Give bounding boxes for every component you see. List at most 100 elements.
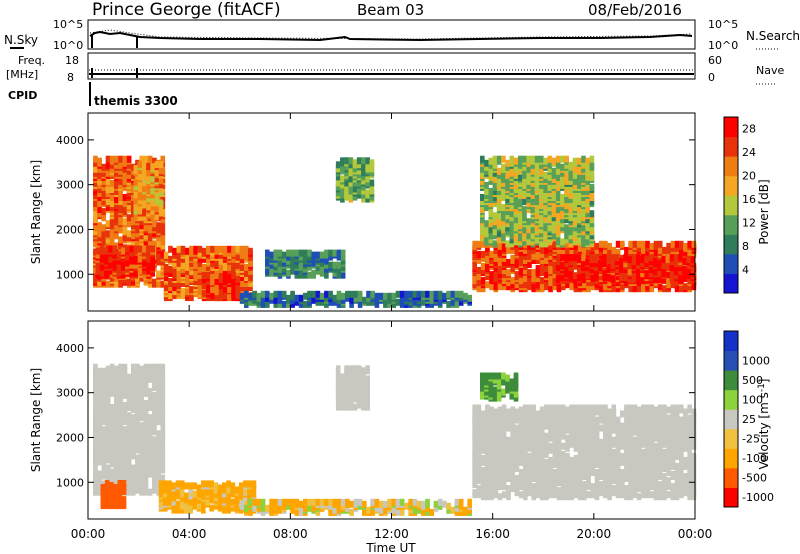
heatmap-cell bbox=[555, 212, 561, 220]
heatmap-cell bbox=[365, 175, 370, 183]
heatmap-cell bbox=[518, 479, 524, 487]
heatmap-cell bbox=[551, 218, 557, 226]
heatmap-cell bbox=[548, 279, 553, 287]
heatmap-cell bbox=[539, 161, 544, 169]
heatmap-cell bbox=[472, 404, 477, 412]
heatmap-cell bbox=[137, 161, 143, 169]
heatmap-cell bbox=[585, 196, 590, 203]
heatmap-cell bbox=[476, 410, 482, 418]
heatmap-cell bbox=[488, 177, 494, 185]
heatmap-cell bbox=[670, 281, 676, 289]
heatmap-cell bbox=[501, 169, 506, 177]
heatmap-cell bbox=[501, 452, 507, 460]
heatmap-cell bbox=[535, 265, 541, 272]
heatmap-cell bbox=[572, 181, 578, 189]
heatmap-cell bbox=[160, 248, 166, 256]
velocity-heatmap-cells bbox=[93, 363, 697, 516]
heatmap-cell bbox=[142, 165, 147, 173]
heatmap-cell bbox=[365, 163, 370, 171]
heatmap-cell bbox=[496, 155, 502, 163]
heatmap-cell bbox=[513, 224, 519, 232]
heatmap-cell bbox=[336, 271, 342, 279]
heatmap-cell bbox=[286, 300, 291, 308]
heatmap-cell bbox=[143, 462, 149, 470]
heatmap-cell bbox=[131, 426, 136, 434]
heatmap-cell bbox=[340, 157, 345, 165]
heatmap-cell bbox=[307, 298, 312, 306]
heatmap-cell bbox=[152, 363, 157, 371]
heatmap-cell bbox=[636, 276, 641, 284]
heatmap-cell bbox=[152, 428, 157, 436]
heatmap-cell bbox=[522, 179, 527, 187]
heatmap-cell bbox=[214, 282, 220, 289]
heatmap-cell bbox=[239, 292, 245, 300]
heatmap-cell bbox=[135, 226, 140, 234]
heatmap-cell bbox=[560, 198, 565, 206]
heatmap-cell bbox=[101, 163, 107, 171]
heatmap-cell bbox=[193, 267, 198, 275]
heatmap-cell bbox=[586, 248, 591, 256]
heatmap-cell bbox=[122, 206, 128, 214]
heatmap-cell bbox=[370, 290, 375, 298]
heatmap-cell bbox=[104, 488, 110, 495]
y-tick-label: 4000 bbox=[56, 134, 84, 147]
heatmap-cell bbox=[147, 280, 153, 288]
heatmap-cell bbox=[114, 442, 119, 450]
heatmap-cell bbox=[568, 161, 574, 169]
heatmap-cell bbox=[105, 464, 111, 472]
heatmap-cell bbox=[231, 286, 236, 294]
heatmap-cell bbox=[131, 181, 136, 189]
heatmap-cell bbox=[510, 444, 515, 452]
heatmap-cell bbox=[442, 292, 447, 300]
heatmap-cell bbox=[627, 256, 633, 264]
heatmap-cell bbox=[109, 236, 115, 244]
heatmap-cell bbox=[489, 473, 494, 480]
heatmap-cell bbox=[501, 244, 507, 252]
heatmap-cell bbox=[361, 169, 366, 177]
heatmap-cell bbox=[619, 264, 624, 272]
heatmap-cell bbox=[97, 234, 102, 242]
heatmap-cell bbox=[201, 500, 206, 508]
heatmap-cell bbox=[361, 173, 366, 181]
heatmap-cell bbox=[101, 208, 107, 216]
heatmap-cell bbox=[273, 300, 279, 308]
heatmap-cell bbox=[539, 188, 544, 195]
heatmap-cell bbox=[485, 265, 490, 272]
heatmap-cell bbox=[104, 269, 109, 277]
heatmap-cell bbox=[196, 484, 202, 492]
heatmap-cell bbox=[290, 296, 295, 304]
heatmap-cell bbox=[154, 213, 160, 221]
heatmap-cell bbox=[589, 167, 595, 175]
heatmap-cell bbox=[340, 271, 346, 279]
station-title: Prince George (fitACF) bbox=[92, 0, 281, 20]
heatmap-cell bbox=[509, 214, 515, 222]
heatmap-cell bbox=[93, 163, 98, 171]
heatmap-cell bbox=[269, 292, 274, 300]
heatmap-cell bbox=[244, 298, 249, 306]
heatmap-cell bbox=[135, 458, 140, 466]
heatmap-cell bbox=[357, 300, 363, 308]
heatmap-cell bbox=[335, 161, 341, 169]
heatmap-cell bbox=[201, 480, 206, 488]
heatmap-cell bbox=[513, 169, 519, 177]
heatmap-cell bbox=[126, 161, 132, 169]
heatmap-cell bbox=[147, 450, 153, 458]
heatmap-cell bbox=[514, 408, 520, 416]
heatmap-cell bbox=[222, 490, 227, 498]
heatmap-cell bbox=[135, 428, 140, 436]
heatmap-cell bbox=[206, 272, 211, 279]
heatmap-cell bbox=[218, 294, 224, 302]
heatmap-cell bbox=[509, 159, 515, 167]
heatmap-cell bbox=[156, 430, 161, 438]
heatmap-cell bbox=[93, 363, 98, 371]
heatmap-cell bbox=[122, 200, 128, 208]
heatmap-cell bbox=[544, 283, 549, 291]
heatmap-cell bbox=[501, 254, 507, 262]
heatmap-cell bbox=[117, 480, 123, 487]
heatmap-cell bbox=[247, 480, 252, 488]
heatmap-cell bbox=[206, 245, 211, 253]
heatmap-cell bbox=[340, 189, 345, 197]
heatmap-cell bbox=[244, 274, 249, 281]
heatmap-cell bbox=[611, 285, 617, 293]
heatmap-cell bbox=[118, 430, 123, 438]
